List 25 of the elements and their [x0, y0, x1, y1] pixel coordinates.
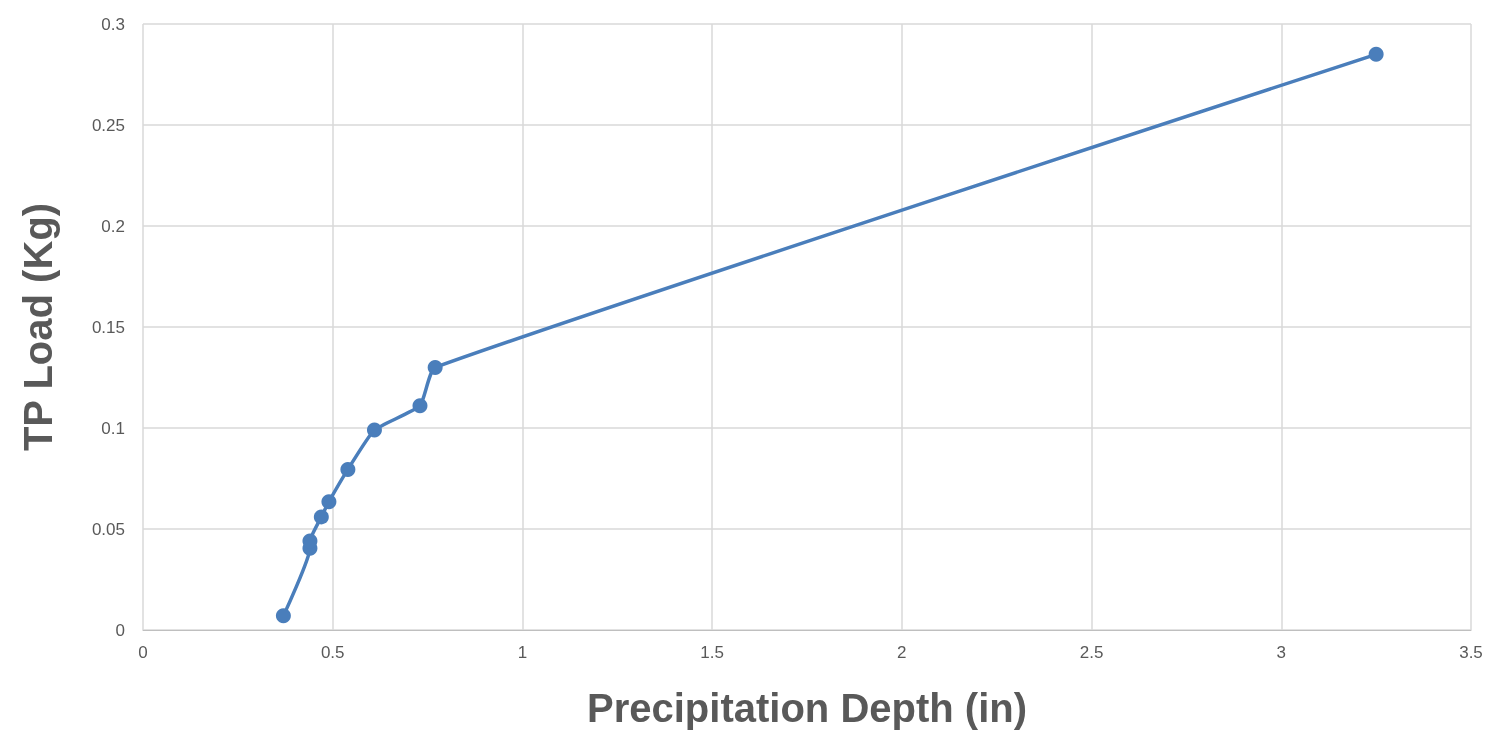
x-tick-label: 1 — [517, 643, 528, 662]
x-tick-label: 0.5 — [320, 643, 345, 662]
y-tick-label: 0.25 — [91, 115, 125, 135]
y-tick-label: 0.2 — [101, 216, 125, 236]
x-tick-label: 2.5 — [1079, 643, 1104, 662]
x-tick-label: 2 — [897, 643, 907, 662]
y-tick-label: 0.1 — [101, 418, 125, 438]
point — [340, 461, 356, 477]
point — [412, 398, 428, 414]
x-tick-label: 0 — [138, 643, 148, 662]
y-tick-label: 0.3 — [101, 14, 125, 34]
y-tick-label: 0.05 — [91, 519, 125, 539]
x-tick-label: 3 — [1276, 643, 1287, 662]
x-tick-label: 1.5 — [700, 643, 724, 662]
x-axis-title: Precipitation Depth (in) — [587, 686, 1027, 730]
point — [321, 494, 337, 510]
y-axis-title: TP Load (Kg) — [16, 202, 60, 452]
point — [275, 608, 291, 624]
x-tick-label: 3.5 — [1459, 643, 1483, 662]
point — [1368, 46, 1384, 62]
y-tick-label: 0 — [115, 620, 125, 640]
point — [366, 422, 382, 438]
point — [313, 509, 329, 525]
point — [427, 359, 443, 375]
y-tick-label: 0.15 — [91, 317, 125, 337]
